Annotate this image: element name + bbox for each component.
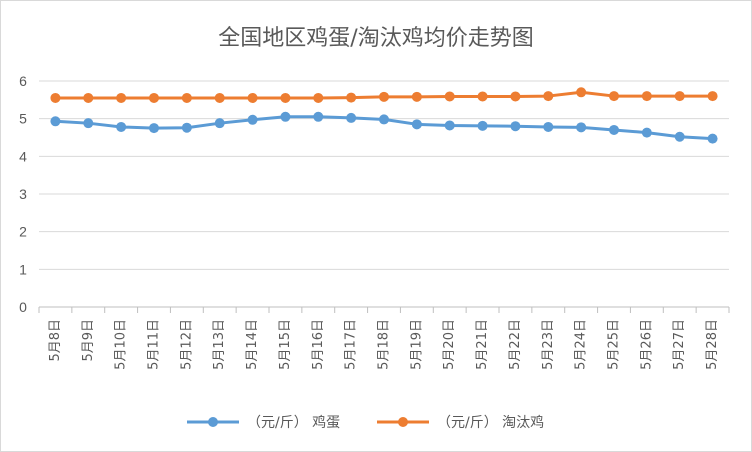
data-point [83,118,94,129]
data-point [411,119,422,130]
legend-marker [208,417,218,427]
data-point [181,122,192,133]
data-point [444,91,455,102]
legend-label: （元/斤） 淘汰鸡 [437,414,544,431]
data-point [149,92,159,103]
data-point [50,92,61,103]
data-point [214,118,225,129]
data-point [609,91,619,102]
y-tick-label: 6 [19,73,27,89]
x-tick-label: 5月24日 [574,319,589,370]
series-1 [50,111,718,144]
data-point [214,92,225,103]
data-point [379,91,389,102]
data-point [707,91,718,102]
y-tick-label: 2 [19,224,27,240]
legend[interactable]: （元/斤） 鸡蛋 （元/斤） 淘汰鸡 [187,414,544,431]
x-tick-label: 5月13日 [212,319,227,370]
data-point [707,133,718,144]
x-tick-label: 5月23日 [541,319,556,370]
x-tick-label: 5月19日 [409,319,424,370]
data-point [444,120,455,131]
data-point [477,120,488,131]
y-axis-ticks: 0 1 2 3 4 5 6 [19,73,27,315]
data-point [280,92,291,103]
x-tick-label: 5月26日 [639,319,654,370]
data-point [674,91,685,102]
y-tick-label: 1 [19,261,27,277]
x-tick-label: 5月21日 [475,319,490,370]
x-tick-label: 5月22日 [508,319,523,370]
legend-label: （元/斤） 鸡蛋 [247,414,340,431]
gridlines [39,80,729,270]
y-tick-label: 4 [19,148,27,164]
x-tick-label: 5月11日 [147,319,162,370]
data-point [313,92,324,103]
data-point [181,92,192,103]
data-point [280,111,291,122]
y-tick-label: 5 [19,111,27,127]
data-point [510,121,521,132]
data-point [313,111,324,122]
data-point [116,92,127,103]
data-point [379,114,389,125]
x-tick-label: 5月9日 [81,319,96,362]
x-tick-label: 5月17日 [344,319,359,370]
legend-marker [398,417,408,427]
series-lines [50,87,718,144]
data-point [641,127,652,138]
data-point [149,123,159,134]
x-tick-label: 5月14日 [245,319,260,370]
data-point [477,91,488,102]
x-tick-label: 5月27日 [672,319,687,370]
data-point [543,121,554,132]
series-2 [50,87,718,103]
x-tick-label: 5月12日 [179,319,194,370]
data-point [83,92,94,103]
legend-item[interactable]: （元/斤） 淘汰鸡 [377,414,544,431]
x-tick-label: 5月16日 [311,319,326,370]
legend-item[interactable]: （元/斤） 鸡蛋 [187,414,340,431]
data-point [247,114,258,125]
data-point [609,124,619,135]
x-axis-ticks: 5月8日 5月9日 5月10日 5月11日 5月12日 5月13日 5月14日 5月15日 5月… [38,307,730,370]
data-point [116,121,127,132]
data-point [674,131,685,142]
data-point [50,116,61,127]
data-point [510,91,521,102]
data-point [411,91,422,102]
x-tick-label: 5月25日 [607,319,622,370]
x-tick-label: 5月20日 [442,319,457,370]
data-point [576,122,587,133]
y-tick-label: 0 [19,299,27,315]
data-point [247,92,258,103]
x-tick-label: 5月8日 [48,319,63,362]
x-tick-label: 5月10日 [114,319,129,370]
data-point [346,92,357,103]
data-point [576,87,587,98]
data-point [641,91,652,102]
data-point [346,112,357,123]
data-point [543,91,554,102]
y-tick-label: 3 [19,186,27,202]
chart-title: 全国地区鸡蛋/淘汰鸡均价走势图 [218,26,533,51]
x-tick-label: 5月28日 [705,319,720,370]
x-tick-label: 5月15日 [278,319,293,370]
x-tick-label: 5月18日 [377,319,392,370]
